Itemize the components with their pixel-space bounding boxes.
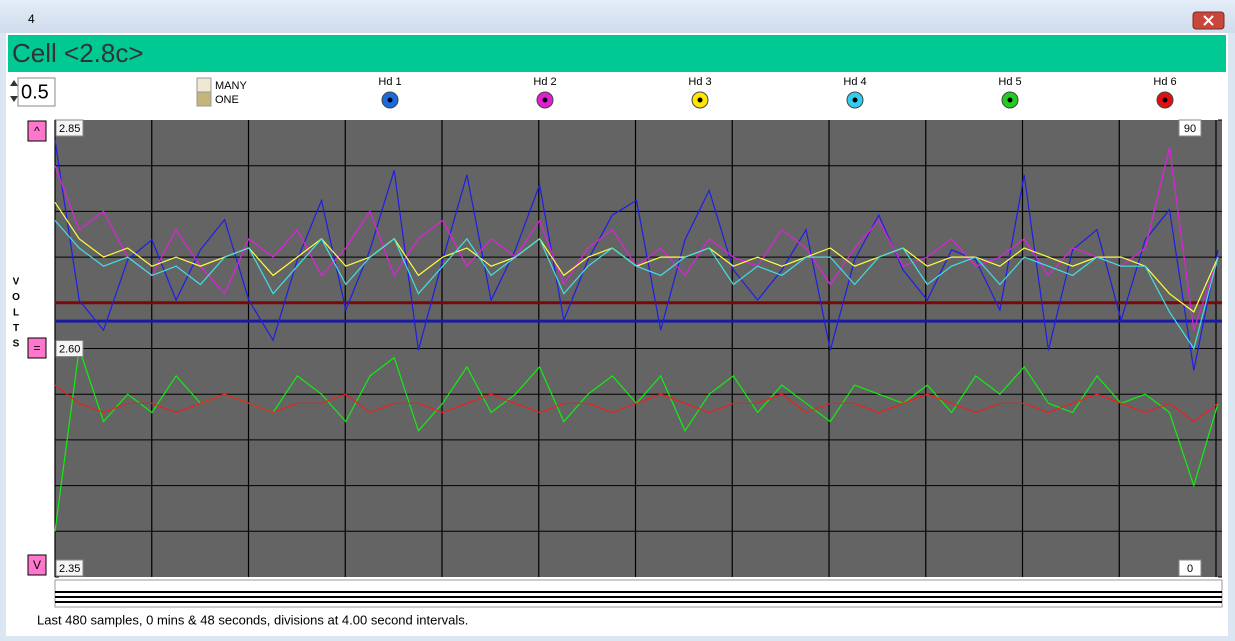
scale-button-label: = [33, 341, 40, 355]
spinner[interactable]: 0.5 [10, 77, 56, 107]
head-indicator[interactable] [536, 91, 554, 109]
axis-label-letter: O [12, 292, 20, 303]
head-label: Hd 3 [688, 76, 711, 88]
y-tick-box [55, 340, 84, 357]
axis-label-letter: L [13, 308, 19, 319]
head-dot [1162, 97, 1168, 103]
head-indicator[interactable] [381, 91, 399, 109]
scale-button[interactable]: V [27, 554, 47, 576]
mode-label: MANY [215, 80, 247, 92]
y2-tick-box [1178, 119, 1202, 137]
header-bar [8, 35, 1226, 72]
close-button[interactable] [1192, 11, 1225, 30]
head-label: Hd 1 [378, 76, 401, 88]
scale-button-box [27, 337, 47, 359]
y2-tick-label: 90 [1184, 123, 1196, 135]
head-indicator[interactable] [1001, 91, 1019, 109]
trace [54, 220, 1219, 350]
spinner-value: 0.5 [21, 81, 49, 103]
head-dot [542, 97, 548, 103]
y-tick-box [55, 559, 84, 577]
y2-tick-label: 0 [1187, 563, 1193, 575]
mode-toggle[interactable] [196, 77, 212, 107]
scale-button-box [27, 554, 47, 576]
axis-label-letter: V [13, 277, 20, 288]
head-indicator[interactable] [1156, 91, 1174, 109]
trace [54, 384, 1219, 423]
head-indicator[interactable] [846, 91, 864, 109]
y-tick-label: 2.60 [59, 343, 80, 355]
y-tick-label: 2.35 [59, 563, 80, 575]
y-tick-box [55, 119, 84, 137]
head-indicator[interactable] [691, 91, 709, 109]
head-dot [697, 97, 703, 103]
head-label: Hd 6 [1153, 76, 1176, 88]
scale-button[interactable]: = [27, 337, 47, 359]
head-label: Hd 2 [533, 76, 556, 88]
window-title: 4 [28, 12, 35, 26]
y-tick-label: 2.85 [59, 123, 80, 135]
scale-button-label: V [33, 558, 41, 572]
head-dot [852, 97, 858, 103]
head-label: Hd 4 [843, 76, 866, 88]
trace [54, 140, 1219, 371]
head-dot [387, 97, 393, 103]
scroll-strip [54, 579, 1223, 608]
status-text: Last 480 samples, 0 mins & 48 seconds, d… [37, 612, 468, 627]
header-title: Cell <2.8c> [12, 38, 144, 68]
head-label: Hd 5 [998, 76, 1021, 88]
mode-label: ONE [215, 94, 239, 106]
scale-button[interactable]: ^ [27, 120, 47, 142]
scale-button-label: ^ [34, 124, 40, 138]
axis-label-letter: S [13, 339, 20, 350]
y2-tick-box [1178, 559, 1202, 577]
scale-button-box [27, 120, 47, 142]
title-bar [0, 0, 1235, 33]
head-dot [1007, 97, 1013, 103]
axis-label-letter: T [13, 323, 19, 334]
